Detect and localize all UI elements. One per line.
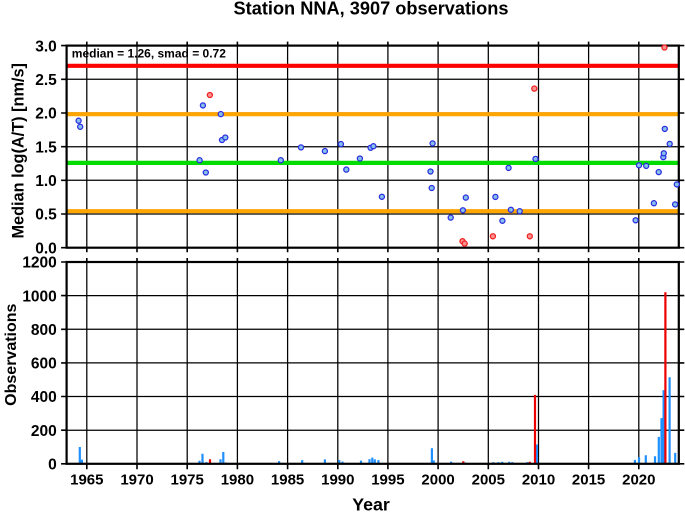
svg-text:2010: 2010	[522, 472, 555, 489]
svg-text:200: 200	[31, 423, 57, 440]
svg-text:1200: 1200	[22, 255, 56, 272]
svg-text:0.0: 0.0	[35, 240, 57, 257]
svg-text:2020: 2020	[622, 472, 655, 489]
svg-text:600: 600	[31, 356, 57, 373]
svg-text:1970: 1970	[120, 472, 153, 489]
svg-text:3.0: 3.0	[35, 38, 57, 55]
svg-text:median = 1.26, smad = 0.72: median = 1.26, smad = 0.72	[72, 47, 226, 61]
svg-text:Year: Year	[352, 495, 390, 512]
svg-text:2000: 2000	[421, 472, 454, 489]
svg-text:2015: 2015	[572, 472, 605, 489]
svg-text:0: 0	[48, 457, 57, 474]
svg-text:1.0: 1.0	[35, 173, 57, 190]
svg-text:1995: 1995	[371, 472, 404, 489]
svg-text:400: 400	[31, 389, 57, 406]
svg-text:1985: 1985	[271, 472, 304, 489]
svg-text:800: 800	[31, 322, 57, 339]
svg-text:2005: 2005	[472, 472, 505, 489]
svg-text:Median log(A/T) [nm/s]: Median log(A/T) [nm/s]	[10, 63, 28, 238]
svg-text:1990: 1990	[321, 472, 354, 489]
svg-text:1975: 1975	[171, 472, 204, 489]
svg-text:0.5: 0.5	[35, 207, 57, 224]
svg-text:2.0: 2.0	[35, 106, 57, 123]
svg-text:1980: 1980	[221, 472, 254, 489]
svg-text:Observations: Observations	[3, 303, 20, 405]
svg-text:Station NNA, 3907 observations: Station NNA, 3907 observations	[234, 0, 509, 19]
svg-text:1.5: 1.5	[35, 139, 57, 156]
svg-text:2.5: 2.5	[35, 72, 57, 89]
svg-text:1965: 1965	[70, 472, 103, 489]
svg-text:1000: 1000	[22, 288, 56, 305]
